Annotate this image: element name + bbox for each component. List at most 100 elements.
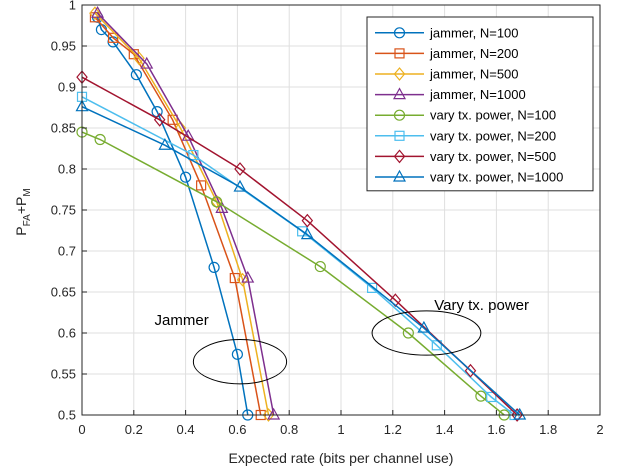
y-axis-ticks: 0.5 0.55 0.6 0.65 0.7 0.75 0.8 0.85 0.9 0.95 1 (51, 0, 87, 423)
legend-marker (393, 27, 406, 39)
legend-marker (393, 109, 406, 121)
data-point (297, 226, 308, 237)
data-point (91, 5, 105, 18)
legend-item: vary tx. power, N=200 (375, 128, 556, 143)
x-tick-label: 1.2 (384, 422, 402, 437)
data-point (314, 260, 326, 273)
y-label-p2: P (13, 197, 29, 206)
series-line (81, 106, 521, 416)
data-point (233, 179, 247, 192)
legend-label: jammer, N=200 (429, 46, 519, 61)
data-point (188, 149, 199, 161)
data-point (301, 213, 314, 228)
data-point (366, 282, 378, 293)
data-point (158, 137, 172, 150)
series-3 (89, 6, 275, 422)
legend-label: jammer, N=1000 (429, 87, 526, 102)
data-point (180, 171, 192, 183)
x-tick-label: 0.6 (228, 422, 246, 437)
legend-label: vary tx. power, N=200 (430, 128, 556, 143)
data-point (174, 121, 187, 135)
legend-item: jammer, N=200 (375, 46, 519, 61)
legend-item: jammer, N=100 (375, 25, 519, 40)
data-point (133, 51, 145, 66)
y-label-sub1: FA (22, 214, 33, 227)
data-point (211, 196, 223, 208)
legend-item: vary tx. power, N=500 (375, 149, 556, 164)
data-point (300, 227, 314, 240)
data-point (208, 261, 220, 273)
data-point (486, 391, 497, 403)
data-point (196, 180, 207, 191)
y-tick-label: 0.8 (58, 162, 76, 177)
data-point (513, 407, 527, 420)
x-tick-label: 1 (337, 422, 344, 437)
x-tick-label: 1.8 (539, 422, 557, 437)
x-axis-ticks: 0 0.2 0.4 0.6 0.8 1 1.2 1.4 1.6 1.8 2 (78, 410, 604, 437)
data-point (107, 32, 119, 43)
y-tick-label: 0.9 (58, 80, 76, 95)
data-point (475, 390, 487, 402)
annotation-label: Vary tx. power (434, 297, 529, 314)
y-label-plus: + (13, 206, 29, 214)
data-point (389, 293, 402, 308)
data-point (402, 327, 414, 339)
x-tick-label: 0 (78, 422, 85, 437)
y-axis-label: PFA+PM (13, 188, 33, 235)
legend-label: jammer, N=500 (429, 67, 519, 82)
y-tick-label: 0.65 (51, 285, 76, 300)
x-tick-label: 0.8 (280, 422, 298, 437)
y-tick-label: 0.75 (51, 203, 76, 218)
legend-box (366, 16, 594, 192)
legend-label: vary tx. power, N=500 (430, 149, 556, 164)
legend-item: vary tx. power, N=100 (375, 108, 556, 123)
x-tick-label: 1.6 (487, 422, 505, 437)
annotation-ellipse (371, 310, 482, 356)
legend-marker (392, 87, 407, 100)
legend-label: jammer, N=100 (429, 25, 519, 40)
legend-item: jammer, N=500 (375, 67, 519, 82)
data-point (130, 69, 142, 81)
x-axis-label: Expected rate (bits per channel use) (229, 450, 454, 466)
series-line (81, 96, 515, 416)
y-label-sub2: M (22, 188, 33, 196)
annotation-layer: Jammer Vary tx. power (155, 297, 529, 385)
series-8 (75, 99, 527, 420)
series-line (94, 12, 270, 416)
legend-marker (394, 48, 405, 59)
y-tick-label: 0.55 (51, 367, 76, 382)
data-point (153, 112, 166, 127)
legend-marker (393, 67, 406, 81)
x-tick-label: 1.4 (436, 422, 454, 437)
data-point (140, 56, 154, 69)
legend-item: vary tx. power, N=1000 (375, 170, 563, 185)
series-line (96, 12, 275, 416)
data-point (267, 407, 281, 420)
x-tick-label: 2 (596, 422, 603, 437)
legend-label: vary tx. power, N=1000 (430, 170, 563, 185)
y-label-p1: P (13, 226, 29, 235)
data-point (464, 363, 477, 378)
data-point (511, 408, 523, 422)
y-tick-label: 0.85 (51, 121, 76, 136)
data-point (94, 133, 106, 146)
series-line (81, 131, 505, 416)
data-point (236, 272, 249, 287)
legend-marker (394, 130, 405, 141)
y-tick-label: 1 (69, 0, 76, 13)
y-tick-label: 0.5 (58, 408, 76, 423)
x-tick-label: 0.4 (177, 422, 195, 437)
data-point (231, 348, 243, 360)
series-line (94, 16, 262, 416)
legend-marker (393, 149, 406, 164)
data-point (417, 320, 431, 333)
data-point (89, 6, 101, 21)
annotation-ellipse (192, 339, 288, 385)
data-point (234, 162, 246, 176)
y-tick-label: 0.6 (58, 326, 76, 341)
annotation-label: Jammer (155, 312, 209, 329)
legend: jammer, N=100 jammer, N=200 jammer, N=500 j… (366, 16, 594, 192)
y-tick-label: 0.7 (58, 244, 76, 259)
legend-marker (392, 169, 407, 182)
